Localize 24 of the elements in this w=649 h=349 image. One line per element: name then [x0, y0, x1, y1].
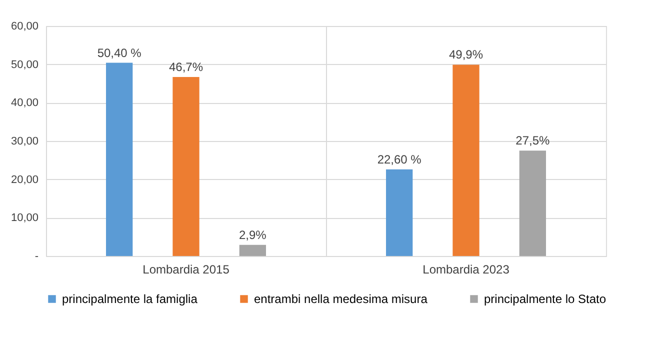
data-label: 50,40 %	[97, 46, 142, 60]
y-tick-label: -	[34, 250, 39, 262]
bar	[172, 76, 200, 256]
y-tick-label: 40,00	[10, 97, 38, 110]
x-tick-label: Lombardia 2015	[142, 262, 230, 276]
bar	[452, 64, 480, 256]
y-tick-label: 30,00	[10, 136, 38, 148]
data-label: 2,9%	[238, 228, 267, 242]
data-label: 27,5%	[516, 134, 550, 148]
legend-label: entrambi nella medesima misura	[254, 292, 428, 306]
bar	[519, 150, 546, 256]
bar	[239, 244, 266, 256]
y-tick-label: 60,00	[10, 20, 38, 32]
bar	[386, 169, 413, 256]
data-label: 49,9%	[448, 48, 484, 62]
bar	[106, 62, 133, 256]
x-tick-label: Lombardia 2023	[422, 262, 510, 276]
legend-label: principalmente la famiglia	[62, 292, 198, 306]
data-label: 46,7%	[168, 60, 204, 74]
y-tick-label: 10,00	[10, 212, 38, 224]
y-tick-label: 20,00	[10, 174, 38, 186]
data-label: 22,60 %	[377, 152, 422, 166]
legend-label: principalmente lo Stato	[484, 292, 606, 306]
y-tick-label: 50,00	[10, 58, 38, 71]
